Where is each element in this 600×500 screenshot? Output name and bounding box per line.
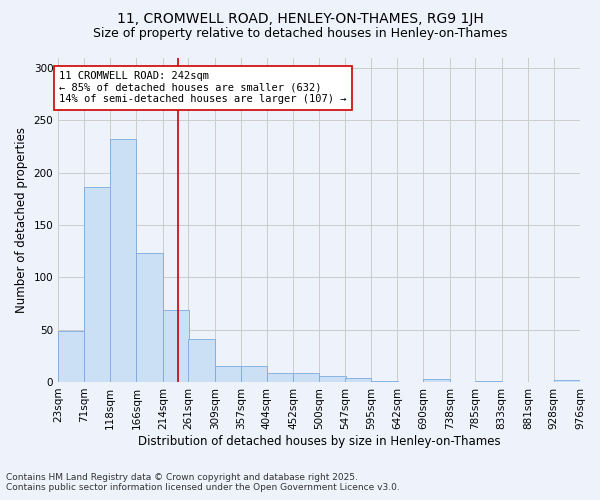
Bar [475,381,502,382]
Bar [85,188,111,382]
Bar [267,372,293,382]
Text: 11 CROMWELL ROAD: 242sqm
← 85% of detached houses are smaller (632)
14% of semi-: 11 CROMWELL ROAD: 242sqm ← 85% of detach… [59,71,347,104]
Text: Size of property relative to detached houses in Henley-on-Thames: Size of property relative to detached ho… [93,28,507,40]
Text: Contains HM Land Registry data © Crown copyright and database right 2025.
Contai: Contains HM Land Registry data © Crown c… [6,473,400,492]
Bar [163,310,189,382]
Bar [319,376,346,382]
Bar [188,339,215,382]
Bar [554,380,580,382]
Bar [136,253,163,382]
Text: 11, CROMWELL ROAD, HENLEY-ON-THAMES, RG9 1JH: 11, CROMWELL ROAD, HENLEY-ON-THAMES, RG9… [116,12,484,26]
Bar [371,381,398,382]
Y-axis label: Number of detached properties: Number of detached properties [15,126,28,312]
Bar [58,330,85,382]
Bar [424,379,449,382]
Bar [241,366,268,382]
X-axis label: Distribution of detached houses by size in Henley-on-Thames: Distribution of detached houses by size … [138,434,500,448]
Bar [110,139,136,382]
Bar [215,366,241,382]
Bar [293,372,319,382]
Bar [345,378,371,382]
